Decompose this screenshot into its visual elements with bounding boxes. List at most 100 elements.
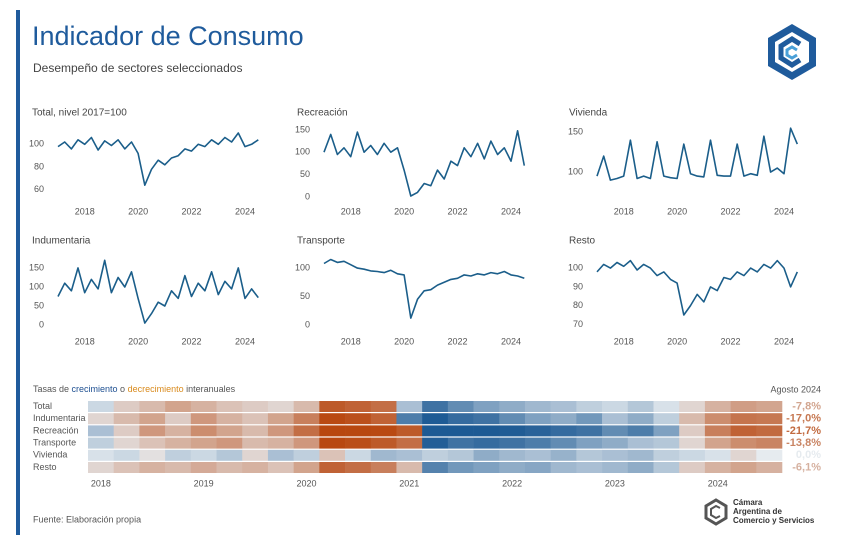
- x-tick-label: 2020: [128, 336, 148, 346]
- heat-cell: [447, 449, 474, 461]
- heat-cell: [216, 413, 243, 425]
- latest-label: -21,7%: [786, 425, 821, 437]
- heat-cell: [730, 462, 757, 473]
- x-tick-label: 2022: [448, 336, 468, 346]
- heat-cell: [627, 425, 654, 437]
- heat-cell: [190, 425, 217, 437]
- heat-cell: [473, 462, 500, 473]
- heat-cell: [602, 413, 629, 425]
- heat-cell: [293, 401, 320, 412]
- heat-cell: [293, 413, 320, 425]
- heat-cell: [216, 425, 243, 437]
- heat-cell: [242, 413, 269, 425]
- heat-cell: [113, 437, 140, 449]
- heat-cell: [422, 462, 449, 473]
- panel-title: Indumentaria: [32, 236, 91, 247]
- heat-cell: [653, 413, 680, 425]
- heat-cell: [499, 401, 526, 412]
- row-label: Total: [33, 401, 52, 411]
- heat-cell: [267, 401, 294, 412]
- heat-cell: [756, 425, 783, 437]
- heat-cell: [216, 401, 243, 412]
- heat-cell: [756, 449, 783, 461]
- heat-cell: [499, 437, 526, 449]
- line-series: [596, 259, 799, 316]
- y-tick-label: 100: [29, 139, 44, 149]
- heat-cell: [370, 462, 397, 473]
- heatmap-title-part: crecimiento: [72, 384, 118, 394]
- x-tick-label: 2018: [75, 206, 95, 216]
- heat-cell: [190, 449, 217, 461]
- heat-cell: [293, 425, 320, 437]
- heat-cell: [653, 462, 680, 473]
- heat-cell: [139, 449, 166, 461]
- heat-cell: [165, 449, 192, 461]
- panel-title: Recreación: [297, 108, 348, 119]
- x-tick-label: 2024: [235, 206, 255, 216]
- heat-cell: [447, 401, 474, 412]
- heat-cell: [473, 413, 500, 425]
- heat-cell: [88, 449, 115, 461]
- heat-cell: [730, 437, 757, 449]
- heat-cell: [242, 437, 269, 449]
- heat-cell: [319, 425, 346, 437]
- source-note: Fuente: Elaboración propia: [33, 514, 141, 524]
- heat-cell: [345, 449, 372, 461]
- x-tick-label: 2018: [341, 206, 361, 216]
- heat-cell: [139, 413, 166, 425]
- line-series: [323, 258, 525, 319]
- y-tick-label: 50: [34, 300, 44, 310]
- x-tick-label: 2022: [721, 206, 741, 216]
- heat-cell: [190, 413, 217, 425]
- heat-cell: [190, 401, 217, 412]
- heat-cell: [88, 401, 115, 412]
- heat-cell: [396, 462, 423, 473]
- line-series: [57, 259, 259, 324]
- heat-cell: [293, 462, 320, 473]
- heat-cell: [216, 437, 243, 449]
- heat-cell: [704, 462, 731, 473]
- heat-cell: [242, 401, 269, 412]
- heat-cell: [319, 401, 346, 412]
- x-tick-label: 2024: [774, 336, 794, 346]
- x-tick-label: 2022: [502, 478, 522, 488]
- x-tick-label: 2024: [774, 206, 794, 216]
- heat-cell: [756, 462, 783, 473]
- heat-cell: [524, 401, 551, 412]
- heat-cell: [267, 449, 294, 461]
- org-logo: [704, 498, 728, 526]
- y-tick-label: 100: [568, 166, 583, 176]
- y-tick-label: 100: [568, 263, 583, 273]
- heat-cell: [550, 425, 577, 437]
- heatmap-title-part: Tasas de: [33, 384, 72, 394]
- y-tick-label: 0: [305, 191, 310, 201]
- heat-cell: [319, 413, 346, 425]
- heat-cell: [499, 449, 526, 461]
- heatmap-title-part: interanuales: [184, 384, 236, 394]
- heat-cell: [88, 413, 115, 425]
- x-tick-label: 2024: [501, 206, 521, 216]
- row-label: Recreación: [33, 425, 79, 435]
- heat-cell: [113, 413, 140, 425]
- heat-cell: [550, 449, 577, 461]
- heat-cell: [293, 437, 320, 449]
- heat-cell: [524, 437, 551, 449]
- y-tick-label: 50: [300, 291, 310, 301]
- latest-label: -7,8%: [792, 400, 821, 412]
- heat-cell: [473, 401, 500, 412]
- y-tick-label: 100: [295, 262, 310, 272]
- heat-cell: [627, 462, 654, 473]
- heat-cell: [704, 437, 731, 449]
- x-tick-label: 2018: [75, 336, 95, 346]
- x-tick-label: 2020: [667, 336, 687, 346]
- heat-cell: [550, 401, 577, 412]
- heat-cell: [653, 449, 680, 461]
- heat-cell: [576, 437, 603, 449]
- y-tick-label: 150: [29, 262, 44, 272]
- panel-title: Resto: [569, 236, 596, 247]
- logo: [768, 24, 816, 80]
- x-tick-label: 2020: [667, 206, 687, 216]
- heat-cell: [345, 462, 372, 473]
- heat-cell: [730, 449, 757, 461]
